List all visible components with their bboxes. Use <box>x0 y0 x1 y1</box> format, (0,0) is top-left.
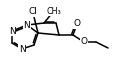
Text: O: O <box>81 38 88 46</box>
Text: N: N <box>9 26 15 35</box>
Text: N: N <box>24 20 30 29</box>
Text: CH₃: CH₃ <box>47 7 61 16</box>
Text: N: N <box>19 44 25 53</box>
Text: O: O <box>74 20 81 28</box>
Text: Cl: Cl <box>29 8 37 16</box>
